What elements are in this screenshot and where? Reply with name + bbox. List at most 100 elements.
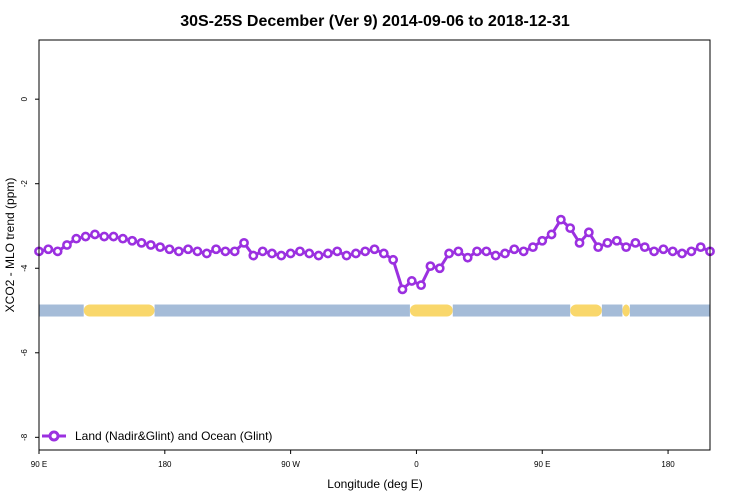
data-point <box>323 248 333 259</box>
x-tick-label: 90 W <box>281 460 300 469</box>
data-point <box>611 235 622 246</box>
legend-entry-label: Land (Nadir&Glint) and Ocean (Glint) <box>75 429 272 443</box>
data-point <box>43 244 54 255</box>
data-point <box>667 246 678 257</box>
data-point <box>500 248 510 259</box>
data-point <box>183 244 194 255</box>
band-segment-ocean <box>452 304 571 317</box>
data-point <box>490 250 501 261</box>
data-point <box>304 248 315 259</box>
data-point <box>462 252 473 263</box>
y-axis: 0 -2 -4 -6 -8 <box>20 96 39 441</box>
band-segment-ocean <box>154 304 410 317</box>
band-segment-land <box>83 304 155 317</box>
data-point <box>621 242 632 253</box>
band-segment-land <box>409 304 453 317</box>
data-point <box>565 223 576 233</box>
data-point <box>593 242 604 253</box>
data-point <box>416 280 426 291</box>
y-axis-label: XCO2 - MLO trend (ppm) <box>3 178 17 313</box>
data-point <box>686 246 697 257</box>
surface-band <box>39 304 710 317</box>
band-segment-ocean <box>629 304 710 317</box>
band-segment-ocean <box>39 304 84 317</box>
data-point <box>136 237 147 248</box>
data-point <box>276 250 287 261</box>
x-axis-label: Longitude (deg E) <box>327 477 422 491</box>
y-tick-label: -6 <box>20 349 29 357</box>
legend-point-marker <box>48 430 60 442</box>
data-point <box>248 250 259 261</box>
y-tick-label: 0 <box>20 96 29 101</box>
data-point <box>201 248 212 259</box>
chart-title: 30S-25S December (Ver 9) 2014-09-06 to 2… <box>180 13 570 30</box>
data-point <box>295 246 305 257</box>
y-tick-label: -2 <box>20 180 29 188</box>
y-tick-label: -8 <box>20 433 29 441</box>
data-point <box>434 263 445 274</box>
data-point <box>108 231 119 242</box>
data-point <box>192 246 203 257</box>
data-point <box>509 244 520 255</box>
data-point <box>117 233 128 244</box>
data-point <box>583 227 594 238</box>
data-point <box>444 248 454 259</box>
data-point <box>518 246 529 257</box>
data-point <box>537 235 548 246</box>
y-tick-label: -4 <box>20 264 29 272</box>
data-point <box>257 246 268 257</box>
data-point <box>369 244 380 255</box>
data-point <box>80 231 91 242</box>
data-point <box>555 214 566 225</box>
x-tick-label: 0 <box>414 460 419 469</box>
data-point <box>341 250 352 261</box>
data-point <box>239 237 249 248</box>
data-point <box>574 237 585 248</box>
data-point <box>52 246 63 257</box>
data-point <box>406 276 417 286</box>
plot-frame <box>38 39 711 451</box>
data-point <box>677 248 687 259</box>
data-point <box>630 237 641 248</box>
data-point <box>425 261 436 272</box>
data-point <box>99 231 110 242</box>
data-point <box>350 248 361 259</box>
series-line <box>38 218 711 291</box>
band-segment-ocean <box>601 304 623 317</box>
data-point <box>658 244 669 255</box>
data-point <box>481 246 492 257</box>
data-point <box>211 244 221 255</box>
x-tick-label: 180 <box>661 460 675 469</box>
data-point <box>546 229 557 240</box>
band-segment-land <box>622 304 630 317</box>
data-point <box>649 246 659 257</box>
data-point <box>453 246 464 257</box>
data-point <box>62 240 72 250</box>
data-point <box>639 242 650 253</box>
data-point <box>695 242 706 253</box>
data-point <box>397 284 408 295</box>
data-point <box>332 246 343 257</box>
data-point <box>360 246 371 257</box>
x-tick-label: 90 E <box>31 460 47 469</box>
data-point <box>155 242 166 253</box>
x-tick-label: 180 <box>158 460 172 469</box>
data-point <box>313 250 324 261</box>
data-point <box>90 229 100 240</box>
data-point <box>378 248 389 259</box>
data-point <box>229 246 240 257</box>
data-point <box>528 242 538 253</box>
data-point <box>164 244 175 255</box>
data-point <box>220 246 231 257</box>
data-point <box>173 246 184 257</box>
x-axis: 90 E 180 90 W 0 90 E 180 <box>31 450 675 469</box>
data-point <box>267 248 277 259</box>
data-point <box>285 248 296 259</box>
data-point <box>71 233 82 244</box>
data-point <box>388 254 399 265</box>
data-point <box>127 235 138 246</box>
data-point <box>472 246 482 257</box>
data-point <box>145 240 156 250</box>
x-tick-label: 90 E <box>534 460 550 469</box>
